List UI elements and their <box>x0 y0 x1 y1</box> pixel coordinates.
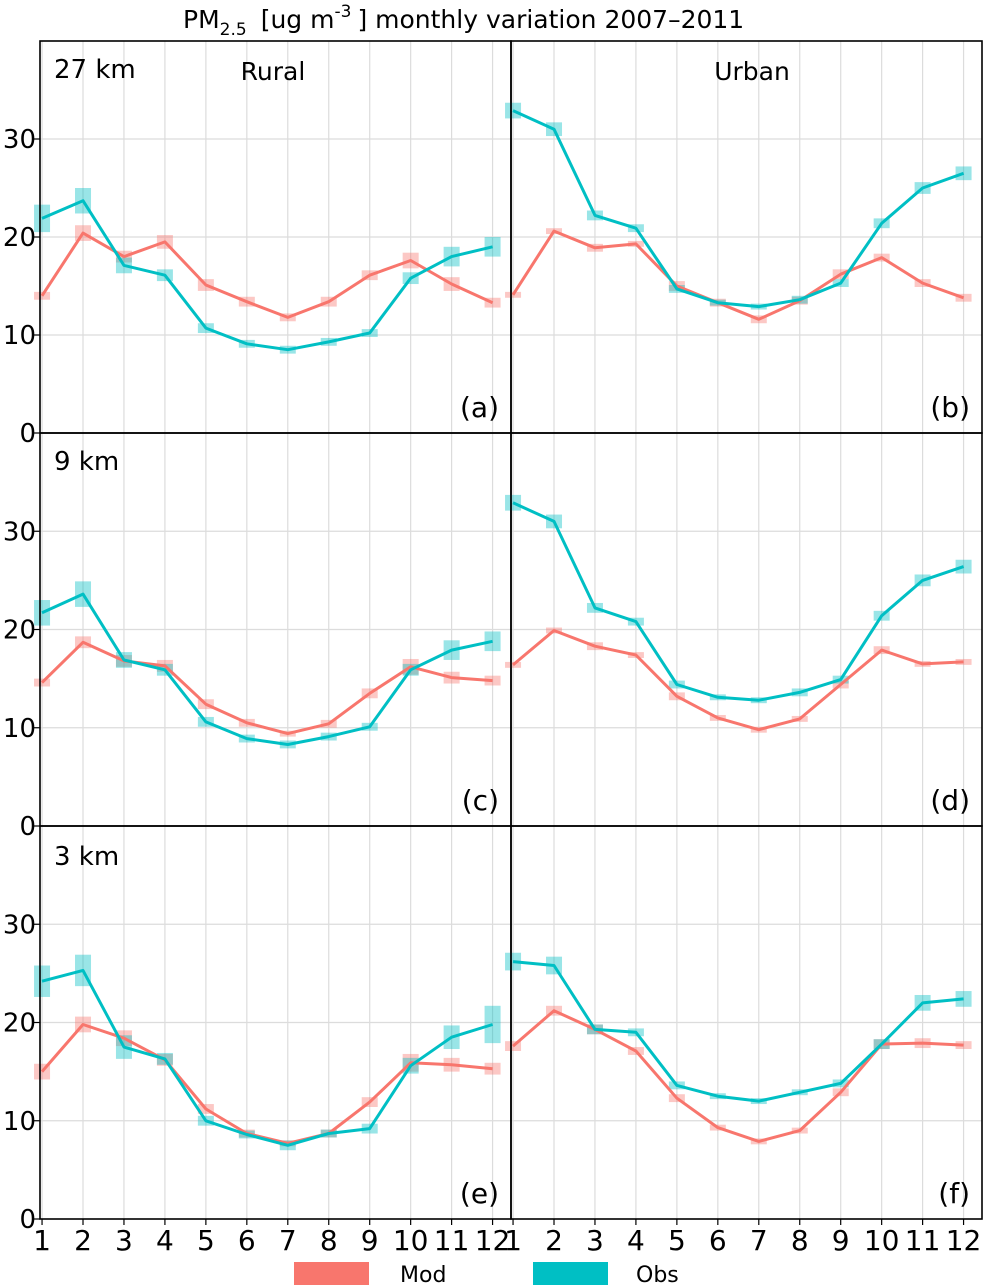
x-tick-label: 2 <box>74 1224 92 1257</box>
x-tick-label: 12 <box>946 1224 982 1257</box>
x-tick-label: 11 <box>905 1224 941 1257</box>
x-tick-label: 1 <box>504 1224 522 1257</box>
y-tick-label: 20 <box>3 1009 36 1039</box>
y-tick-label: 30 <box>3 910 36 940</box>
series-line-mod <box>511 229 965 321</box>
x-tick-label: 4 <box>627 1224 645 1257</box>
series-line-mod <box>40 640 493 736</box>
x-tick-label: 8 <box>320 1224 338 1257</box>
x-tick-label: 7 <box>279 1224 297 1257</box>
y-tick-label: 0 <box>19 1205 36 1235</box>
series-line-obs <box>512 109 965 309</box>
x-tick-label: 10 <box>864 1224 900 1257</box>
x-tick-label: 5 <box>197 1224 215 1257</box>
y-tick-label: 20 <box>3 616 36 646</box>
figure-title: PM2.5 [ug m-3 ] monthly variation 2007–201… <box>183 2 744 40</box>
panel-tag-label: (a) <box>460 391 499 424</box>
panel-b: (b) <box>505 40 983 434</box>
column-label-rural: Rural <box>241 57 306 86</box>
legend-swatch-mod <box>294 1262 369 1285</box>
title-units-open: [ug m <box>261 5 335 34</box>
title-superscript: -3 <box>334 2 351 22</box>
x-tick-label: 12 <box>475 1224 511 1257</box>
series-line-obs <box>512 501 965 702</box>
panel-tag-label: (c) <box>462 784 499 817</box>
x-tick-label: 8 <box>791 1224 809 1257</box>
y-tick-label: 10 <box>3 321 36 351</box>
y-tick-label: 30 <box>3 517 36 547</box>
y-tick-label: 30 <box>3 125 36 155</box>
row-label-9km: 9 km <box>54 447 119 477</box>
series-line-obs <box>512 960 964 1103</box>
series-line-mod <box>512 629 964 732</box>
x-tick-label: 9 <box>361 1224 379 1257</box>
y-tick-label: 10 <box>3 1107 36 1137</box>
series-line-obs <box>41 592 493 746</box>
row-label-3km: 3 km <box>54 842 119 872</box>
x-tick-label: 4 <box>156 1224 174 1257</box>
x-tick-label: 2 <box>545 1224 563 1257</box>
y-tick-label: 0 <box>19 419 36 449</box>
x-tick-label: 6 <box>709 1224 727 1257</box>
panel-tag-label: (b) <box>930 391 970 424</box>
plot-area: (a) (b) (c) (d) (e) (f) 0 10 20 30 0 10 20 30 0 10 20 30 1… <box>3 40 983 1257</box>
title-subscript: 2.5 <box>220 20 247 40</box>
x-tick-label: 9 <box>832 1224 850 1257</box>
y-tick-label: 20 <box>3 223 36 253</box>
panel-e: (e) <box>34 825 512 1220</box>
x-tick-label: 3 <box>115 1224 133 1257</box>
title-units-close: ] monthly variation 2007–2011 <box>357 5 744 34</box>
series-line-mod <box>40 1023 493 1145</box>
series-line-obs <box>41 199 493 352</box>
panel-tag-label: (f) <box>938 1177 970 1210</box>
y-tick-label: 10 <box>3 714 36 744</box>
series-line-mod <box>40 231 494 319</box>
legend-label-obs: Obs <box>636 1263 679 1285</box>
panel-tag-label: (e) <box>460 1177 499 1210</box>
panel-tag-label: (d) <box>930 784 970 817</box>
x-tick-label: 3 <box>586 1224 604 1257</box>
panel-border <box>510 825 983 1220</box>
series-line-mod <box>512 1009 964 1143</box>
row-label-27km: 27 km <box>54 55 136 85</box>
x-tick-label: 7 <box>750 1224 768 1257</box>
x-tick-label: 11 <box>434 1224 470 1257</box>
column-label-urban: Urban <box>714 57 790 86</box>
x-tick-label: 1 <box>33 1224 51 1257</box>
x-tick-label: 6 <box>238 1224 256 1257</box>
legend: Mod Obs <box>294 1262 679 1285</box>
legend-swatch-obs <box>533 1262 608 1285</box>
series-line-obs <box>41 968 494 1147</box>
panel-f: (f) <box>505 825 983 1220</box>
x-tick-label: 5 <box>668 1224 686 1257</box>
legend-label-mod: Mod <box>400 1263 446 1285</box>
x-tick-label: 10 <box>393 1224 429 1257</box>
title-prefix: PM <box>183 5 220 34</box>
y-tick-label: 0 <box>19 812 36 842</box>
panel-c: (c) <box>34 432 512 827</box>
